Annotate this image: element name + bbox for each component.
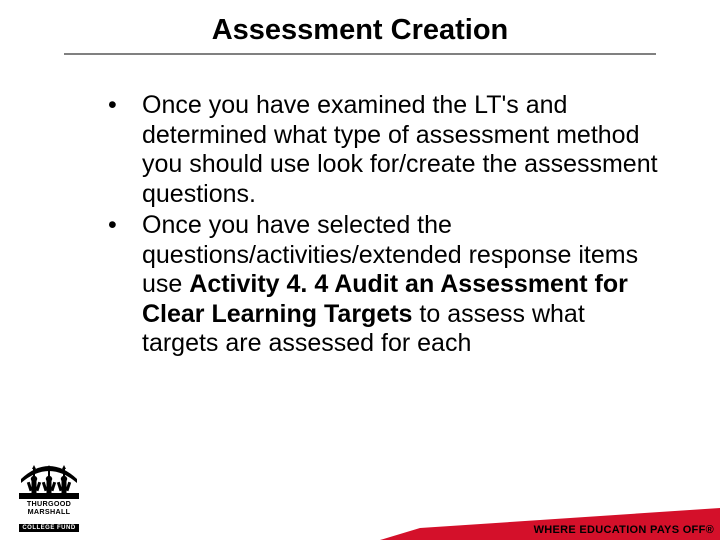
bullet-list: Once you have examined the LT's and dete…: [100, 91, 666, 359]
logo-line1: THURGOOD: [14, 500, 84, 508]
title-underline: [64, 53, 656, 55]
bullet-item: Once you have examined the LT's and dete…: [100, 91, 666, 209]
tagline-text: WHERE EDUCATION PAYS OFF®: [534, 524, 714, 536]
logo-graphic-icon: [19, 457, 79, 499]
bullet-text: Once you have examined the LT's and dete…: [142, 91, 658, 208]
title-area: Assessment Creation: [0, 0, 720, 55]
wedge-shape-icon: [380, 498, 720, 540]
slide-title: Assessment Creation: [212, 14, 509, 47]
logo-line2: MARSHALL: [14, 508, 84, 516]
bullet-item: Once you have selected the questions/act…: [100, 211, 666, 359]
logo-subline: COLLEGE FUND: [19, 524, 78, 532]
logo: THURGOOD MARSHALL COLLEGE FUND: [14, 457, 84, 534]
body-content: Once you have examined the LT's and dete…: [100, 91, 666, 359]
footer-wedge: WHERE EDUCATION PAYS OFF®: [380, 498, 720, 540]
